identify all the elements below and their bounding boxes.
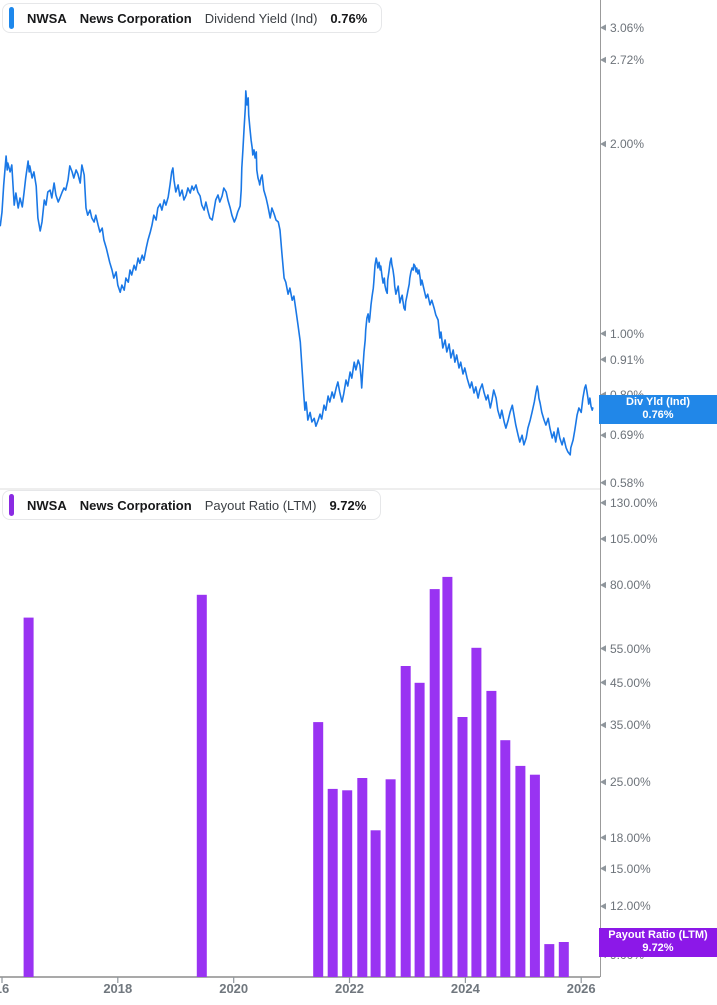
dividend-yield-line[interactable] xyxy=(0,90,594,456)
y-axis-label: 3.06% xyxy=(610,20,645,35)
payout-ratio-badge: Payout Ratio (LTM) 9.72% xyxy=(599,928,717,957)
payout-ratio-bar[interactable] xyxy=(196,594,207,977)
legend-dividend-yield[interactable]: NWSA News Corporation Dividend Yield (In… xyxy=(2,3,383,33)
payout-ratio-bar[interactable] xyxy=(486,690,497,977)
payout-ratio-bar[interactable] xyxy=(500,740,511,977)
axis-tick-arrow-icon xyxy=(600,330,606,337)
axis-tick-arrow-icon xyxy=(600,778,606,786)
axis-tick-arrow-icon xyxy=(600,432,606,439)
payout-ratio-bar[interactable] xyxy=(370,830,381,977)
payout-ratio-bar[interactable] xyxy=(414,682,425,977)
payout-ratio-bar[interactable] xyxy=(23,617,34,977)
y-axis-label: 80.00% xyxy=(610,578,651,592)
y-axis-label: 45.00% xyxy=(610,675,651,690)
axis-tick-arrow-icon xyxy=(600,865,606,872)
y-axis-label: 0.58% xyxy=(610,475,645,490)
legend-payout-ratio[interactable]: NWSA News Corporation Payout Ratio (LTM)… xyxy=(2,490,382,520)
payout-ratio-bar[interactable] xyxy=(544,944,555,977)
legend-metric: Payout Ratio (LTM) xyxy=(204,497,317,513)
payout-ratio-bar[interactable] xyxy=(327,788,338,977)
y-axis-label: 12.00% xyxy=(610,899,651,914)
series-color-chip-purple xyxy=(9,494,14,516)
y-axis-label: 2.72% xyxy=(610,52,645,67)
x-axis-label: 16 xyxy=(0,981,10,996)
payout-ratio-bar[interactable] xyxy=(457,717,468,977)
axis-tick-arrow-icon xyxy=(600,645,606,652)
div-yld-badge: Div Yld (Ind) 0.76% xyxy=(599,394,717,424)
series-color-chip-blue xyxy=(9,7,14,29)
axis-tick-arrow-icon xyxy=(600,56,606,64)
y-axis-label: 15.00% xyxy=(610,861,651,876)
axis-tick-arrow-icon xyxy=(600,140,606,148)
badge-metric-label: Div Yld (Ind) xyxy=(626,395,690,408)
y-axis-label: 1.00% xyxy=(610,326,645,341)
y-axis-label: 0.69% xyxy=(610,428,645,443)
axis-tick-arrow-icon xyxy=(600,679,606,686)
axis-tick-arrow-icon xyxy=(600,356,606,363)
axis-tick-arrow-icon xyxy=(600,721,606,729)
legend-metric: Dividend Yield (Ind) xyxy=(204,10,318,26)
payout-ratio-bar[interactable] xyxy=(400,666,411,977)
axis-tick-arrow-icon xyxy=(600,535,606,543)
legend-company: News Corporation xyxy=(79,497,192,513)
axis-tick-arrow-icon xyxy=(600,834,606,841)
x-axis-label: 2026 xyxy=(566,981,596,996)
badge-value-label: 9.72% xyxy=(642,942,674,954)
y-axis-label: 35.00% xyxy=(610,718,651,732)
payout-ratio-bar[interactable] xyxy=(471,647,482,977)
payout-ratio-bar[interactable] xyxy=(385,779,396,977)
payout-ratio-bar[interactable] xyxy=(515,765,526,977)
legend-value: 9.72% xyxy=(329,497,367,513)
payout-ratio-bar[interactable] xyxy=(429,589,440,977)
y-axis-label: 25.00% xyxy=(610,775,651,789)
y-axis-label: 0.91% xyxy=(610,352,645,367)
payout-ratio-bar[interactable] xyxy=(529,774,540,977)
payout-ratio-bar[interactable] xyxy=(357,778,368,977)
x-axis-label: 2022 xyxy=(335,981,364,996)
axis-tick-arrow-icon xyxy=(600,24,606,31)
axis-tick-arrow-icon xyxy=(600,479,606,486)
x-axis-label: 2018 xyxy=(103,981,133,996)
y-axis-label: 18.00% xyxy=(610,830,651,845)
payout-ratio-bar[interactable] xyxy=(442,576,453,977)
legend-value: 0.76% xyxy=(330,10,368,26)
payout-ratio-bar[interactable] xyxy=(342,790,353,977)
legend-ticker: NWSA xyxy=(27,10,67,26)
badge-value-label: 0.76% xyxy=(642,408,674,421)
x-axis-label: 2024 xyxy=(450,981,480,996)
axis-tick-arrow-icon xyxy=(600,581,606,589)
legend-company: News Corporation xyxy=(79,10,192,26)
axis-tick-arrow-icon xyxy=(600,499,606,506)
y-axis-label: 105.00% xyxy=(610,531,658,546)
axis-tick-arrow-icon xyxy=(600,903,606,910)
y-axis-label: 130.00% xyxy=(610,495,658,510)
y-axis-label: 2.00% xyxy=(610,137,645,151)
legend-ticker: NWSA xyxy=(27,497,67,513)
x-axis-label: 2020 xyxy=(219,981,249,996)
payout-ratio-bar[interactable] xyxy=(558,942,569,977)
payout-ratio-bar[interactable] xyxy=(313,722,324,977)
badge-metric-label: Payout Ratio (LTM) xyxy=(608,929,708,941)
y-axis-label: 55.00% xyxy=(610,641,651,656)
